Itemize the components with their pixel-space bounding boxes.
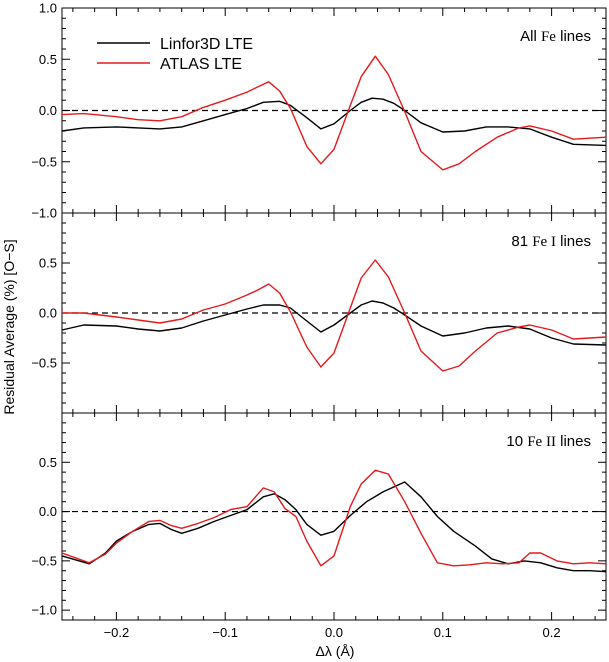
y-tick-label: 0.5 <box>39 455 57 470</box>
y-tick-label: 1.0 <box>39 1 57 16</box>
plot-layer: −1.0 −0.5 0.0 0.5 1.0 All Fe lines −0.5 0.0 0.5 8… <box>31 1 607 640</box>
panel-annotation: All Fe lines <box>520 28 591 45</box>
legend: Linfor3D LTE ATLAS LTE <box>97 36 253 73</box>
legend-label: Linfor3D LTE <box>160 36 253 53</box>
x-tick-label: 0.0 <box>325 625 343 640</box>
y-tick-label: −0.5 <box>31 553 57 568</box>
x-tick-label: −0.2 <box>104 625 130 640</box>
y-tick-label: 0.0 <box>39 306 57 321</box>
y-tick-label: 0.5 <box>39 52 57 67</box>
panel-annotation: 10 Fe II lines <box>506 433 591 450</box>
series-line-atlas-lte <box>61 55 607 171</box>
y-tick-label: 0.5 <box>39 256 57 271</box>
x-tick-label: −0.1 <box>212 625 238 640</box>
y-tick-label: −0.5 <box>31 154 57 169</box>
series-line-atlas-lte <box>62 259 607 372</box>
y-tick-label: −1.0 <box>31 206 57 221</box>
panel-annotation: 81 Fe I lines <box>511 233 591 250</box>
y-axis-title: Residual Average (%) [O−S] <box>1 239 17 414</box>
series-line-linfor3d-lte <box>61 97 607 147</box>
x-tick-label: 0.1 <box>434 625 452 640</box>
panel-3: −1.0 −0.5 0.0 0.5 −0.2 −0.1 0.0 0.1 0.2 10 Fe II … <box>31 412 607 640</box>
legend-label: ATLAS LTE <box>160 56 242 73</box>
y-tick-label: −0.5 <box>31 356 57 371</box>
x-tick-label: 0.2 <box>543 625 561 640</box>
series-line-linfor3d-lte <box>61 300 607 346</box>
y-tick-label: 0.0 <box>39 103 57 118</box>
x-axis-title: Δλ (Å) <box>316 643 355 659</box>
y-tick-label: −1.0 <box>31 603 57 618</box>
panel-2: −0.5 0.0 0.5 81 Fe I lines <box>31 212 607 414</box>
series-line-atlas-lte <box>61 469 607 567</box>
y-tick-label: 0.0 <box>39 504 57 519</box>
panel-1: −1.0 −0.5 0.0 0.5 1.0 All Fe lines <box>31 1 607 221</box>
